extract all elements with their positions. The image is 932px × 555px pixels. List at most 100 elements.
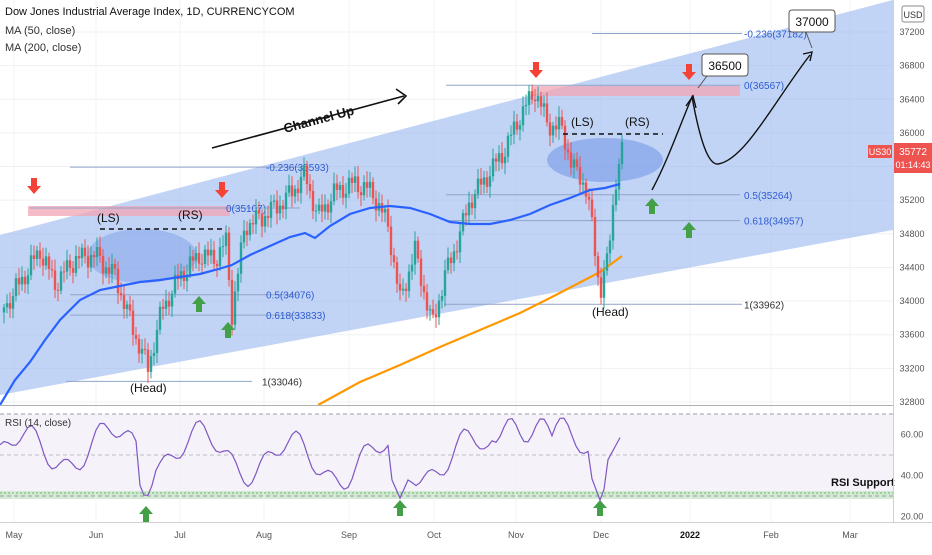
price-tick-label: 33200 — [899, 363, 924, 373]
candle-body — [353, 176, 357, 183]
candle-body — [68, 260, 72, 269]
buy-arrow-icon — [221, 322, 235, 330]
candle-body — [83, 247, 87, 257]
candle-body — [455, 251, 459, 253]
channel-up — [0, 0, 893, 395]
currency-box[interactable] — [901, 5, 925, 23]
candle-body — [125, 304, 129, 309]
symbol-label: US30 — [869, 147, 892, 157]
candle-body — [611, 205, 615, 241]
candle-body — [161, 306, 165, 309]
price-tick-label: 36800 — [899, 61, 924, 71]
candle-body — [278, 205, 282, 214]
candle-body — [44, 256, 48, 266]
candle-body — [407, 271, 411, 292]
candle-body — [521, 106, 525, 126]
time-tick-label: Aug — [256, 530, 272, 540]
candle-body — [389, 226, 393, 256]
candle-body — [194, 253, 198, 261]
buy-arrow-stem — [143, 514, 149, 522]
candle-body — [470, 202, 474, 209]
candle-body — [491, 158, 495, 177]
candle-body — [548, 122, 552, 136]
candle-body — [119, 293, 123, 296]
candle-body — [251, 222, 255, 225]
candle-body — [71, 268, 75, 273]
candle-body — [314, 210, 318, 212]
price-tick-label: 34400 — [899, 262, 924, 272]
candle-body — [92, 255, 96, 258]
fib-label-left: 1(33046) — [262, 377, 302, 388]
candle-body — [344, 193, 348, 198]
price-tag — [894, 143, 932, 173]
candle-body — [104, 267, 108, 274]
candle-body — [575, 159, 579, 167]
candle-body — [38, 250, 42, 259]
candle-body — [527, 91, 531, 105]
countdown-label: 01:14:43 — [895, 160, 930, 170]
fib-label-right: -0.236(37182) — [744, 30, 807, 41]
buy-arrow-stem — [397, 508, 403, 516]
candle-body — [398, 283, 402, 291]
candle-body — [185, 274, 189, 282]
rsi-tick-label: 60.00 — [901, 430, 924, 440]
sell-arrow-head — [215, 190, 229, 198]
fib-label-left: 0(35107) — [226, 204, 266, 215]
candle-body — [206, 249, 210, 256]
candle-body — [482, 177, 486, 185]
candle-body — [260, 213, 264, 227]
candle-body — [362, 182, 366, 196]
candle-body — [476, 178, 480, 195]
candle-body — [569, 152, 573, 168]
candle-body — [488, 176, 492, 187]
candle-body — [146, 349, 150, 372]
sell-arrow-icon — [219, 182, 225, 190]
candle-body — [218, 247, 222, 267]
time-tick-label: May — [5, 530, 23, 540]
candle-body — [509, 134, 513, 136]
candle-body — [134, 334, 138, 339]
sell-arrow-head — [682, 72, 696, 80]
candle-body — [290, 185, 294, 197]
target-label-37000: 37000 — [795, 15, 829, 29]
sell-arrow-icon — [31, 178, 37, 186]
candle-body — [98, 247, 102, 257]
candle-body — [263, 216, 267, 227]
candle-body — [497, 152, 501, 162]
candle-body — [395, 262, 399, 284]
sell-arrow-head — [27, 186, 41, 194]
candle-body — [14, 278, 18, 297]
candle-body — [35, 250, 39, 259]
rsi-tick-label: 20.00 — [901, 512, 924, 522]
candle-body — [392, 255, 396, 263]
buy-arrow-stem — [196, 304, 202, 312]
time-tick-label: Feb — [763, 530, 779, 540]
ma50-legend: MA (50, close) — [5, 25, 75, 37]
candle-body — [416, 240, 420, 259]
label-rs-right: (RS) — [625, 115, 650, 129]
candle-body — [614, 189, 618, 206]
candle-body — [533, 99, 537, 102]
candle-body — [221, 245, 225, 248]
candle-body — [296, 188, 300, 194]
candle-body — [29, 255, 33, 276]
candle-body — [8, 303, 12, 309]
fib-label-left: 0.618(33833) — [266, 311, 326, 322]
candle-body — [323, 204, 327, 212]
price-tick-label: 34000 — [899, 296, 924, 306]
candle-body — [11, 296, 15, 309]
price-tick-label: 34800 — [899, 229, 924, 239]
fib-label-left: 0.5(34076) — [266, 291, 314, 302]
candle-body — [401, 288, 405, 291]
time-tick-label: Sep — [341, 530, 357, 540]
buy-arrow-icon — [593, 500, 607, 508]
candle-body — [410, 264, 414, 272]
channel-arrow-head — [395, 88, 408, 105]
candle-body — [608, 240, 612, 254]
candle-body — [329, 201, 333, 213]
candle-body — [332, 183, 336, 202]
candle-body — [338, 185, 342, 190]
candle-body — [254, 210, 258, 225]
price-tick-label: 32800 — [899, 397, 924, 407]
